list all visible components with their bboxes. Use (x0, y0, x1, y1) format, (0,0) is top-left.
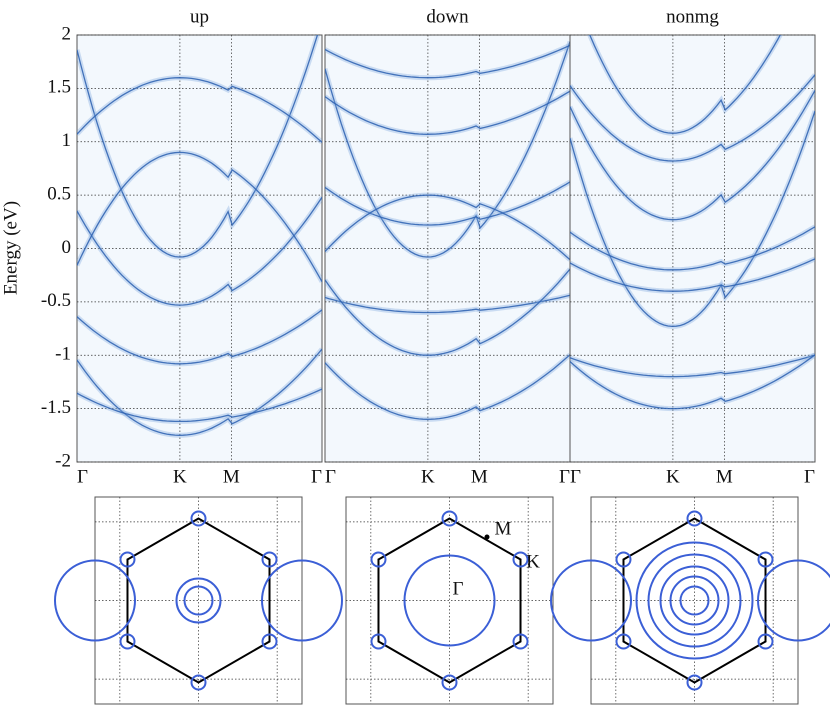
y-tick-label: -1.5 (41, 397, 71, 418)
panel-title: down (426, 6, 469, 27)
y-tick-label: -0.5 (41, 290, 71, 311)
fs-pocket (686, 510, 703, 527)
y-tick-label: -2 (55, 450, 71, 471)
band-line (325, 44, 570, 79)
band-line (570, 354, 815, 378)
k-label: Γ (77, 466, 88, 487)
k-label: M (223, 466, 240, 487)
band-line (77, 35, 319, 258)
k-label: Γ (311, 466, 322, 487)
fs-label: M (495, 518, 512, 539)
fs-contour (183, 585, 214, 616)
band-line (570, 226, 815, 271)
band-line (325, 181, 570, 226)
fs-pocket (190, 510, 207, 527)
fs-contour (669, 575, 720, 626)
band-line (77, 388, 322, 423)
fs-contour (647, 553, 742, 648)
k-label: M (716, 466, 733, 487)
band-line (325, 90, 570, 135)
fs-pocket (261, 551, 278, 568)
band-line (325, 194, 570, 261)
panel-title: up (190, 6, 209, 27)
bands (325, 40, 570, 422)
bands (570, 35, 815, 412)
k-label: K (173, 466, 187, 487)
brillouin-zone (126, 517, 271, 684)
fs-contour (403, 554, 496, 647)
band-line (325, 354, 570, 420)
fs-pocket (512, 551, 529, 568)
band-line (325, 268, 570, 356)
band-line (77, 151, 322, 283)
y-axis-label: Energy (eV) (0, 201, 21, 295)
fs-pocket (686, 674, 703, 691)
k-label: Γ (804, 466, 815, 487)
k-label: K (421, 466, 435, 487)
fs-pocket (119, 633, 136, 650)
k-label: Γ (559, 466, 570, 487)
bands (77, 35, 322, 438)
fs-contour (679, 585, 710, 616)
fs-pocket (370, 633, 387, 650)
k-label: K (666, 466, 680, 487)
fs-label: K (526, 551, 540, 572)
band-line (325, 294, 570, 314)
band-line (570, 74, 815, 162)
k-label: M (471, 466, 488, 487)
fs-pocket (615, 633, 632, 650)
y-tick-label: -1 (55, 344, 71, 365)
fs-pocket (512, 633, 529, 650)
fs-pocket (615, 551, 632, 568)
brillouin-zone (377, 517, 522, 684)
k-label: Γ (325, 466, 336, 487)
y-tick-label: 1.5 (47, 77, 71, 98)
fs-pocket (190, 674, 207, 691)
fs-contour (635, 541, 754, 660)
fs-pocket (119, 551, 136, 568)
band-line (570, 90, 815, 221)
fs-contour (757, 559, 830, 642)
fs-pocket (370, 551, 387, 568)
fs-contour (54, 559, 136, 642)
y-tick-label: 2 (62, 23, 72, 44)
band-line (589, 35, 781, 134)
fs-pocket (441, 674, 458, 691)
band-line (570, 110, 815, 328)
m-point (484, 534, 490, 540)
band-line (77, 348, 322, 436)
fs-pocket (757, 633, 774, 650)
fs-contour (659, 565, 730, 636)
band-line (77, 196, 322, 306)
band-line (77, 77, 322, 143)
fs-pocket (441, 510, 458, 527)
band-line (570, 258, 815, 292)
band-line (325, 41, 570, 258)
panel-title: nonmg (666, 6, 719, 27)
fs-contour (261, 559, 343, 642)
y-tick-label: 1 (62, 130, 72, 151)
fs-contour (550, 559, 632, 642)
y-tick-label: 0 (62, 237, 72, 258)
fs-contour (175, 577, 222, 624)
fs-pocket (261, 633, 278, 650)
y-tick-label: 0.5 (47, 183, 71, 204)
band-line (570, 354, 815, 410)
k-label: Γ (570, 466, 581, 487)
band-line (77, 309, 322, 365)
fs-pocket (757, 551, 774, 568)
brillouin-zone (622, 517, 767, 684)
fs-label: Γ (453, 578, 464, 599)
